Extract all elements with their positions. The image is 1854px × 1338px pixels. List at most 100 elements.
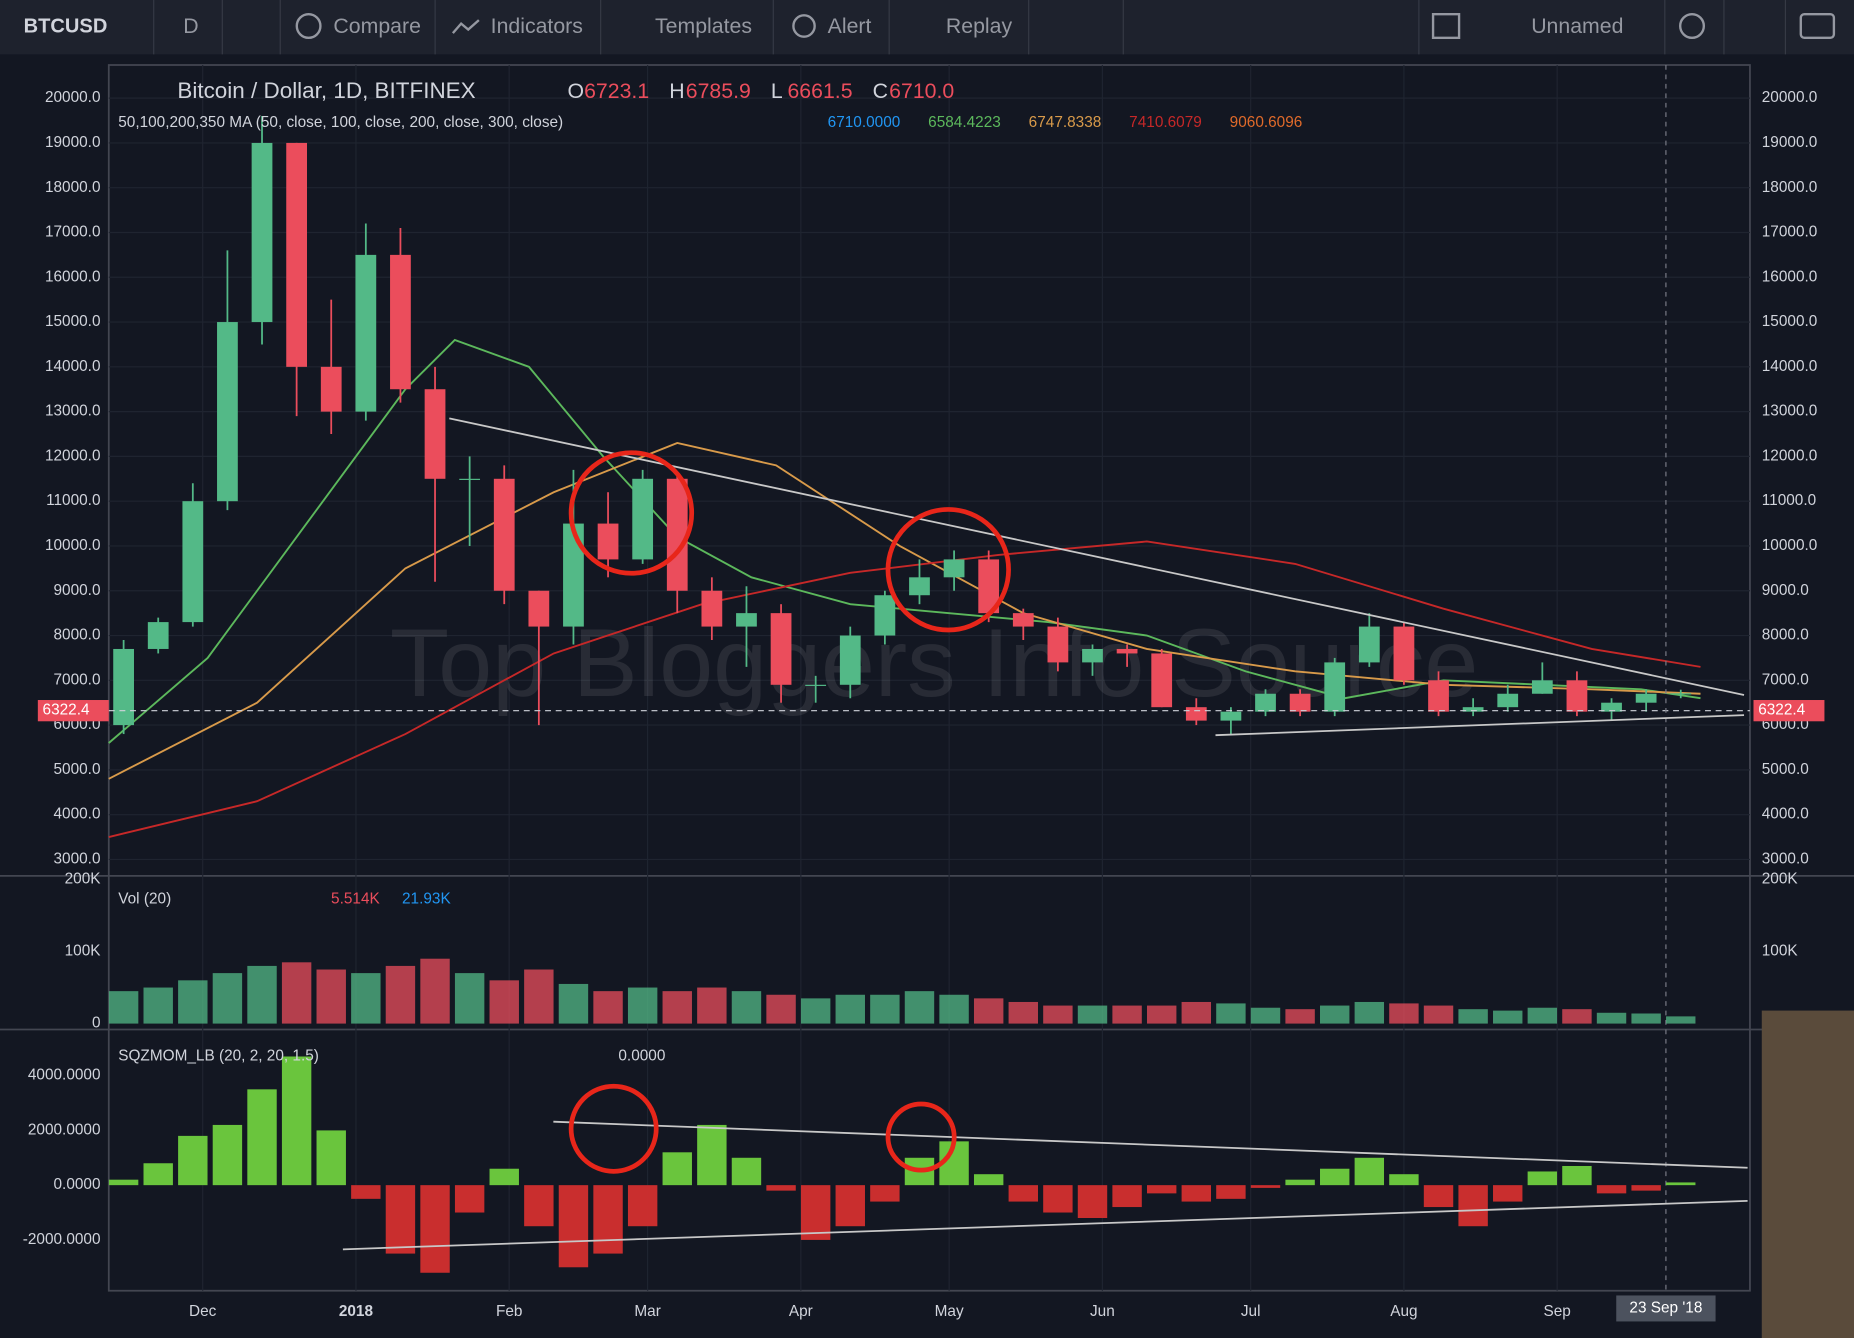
bar (247, 965, 277, 1024)
y-tick-label: 0 (92, 1015, 101, 1032)
templates-button[interactable]: Templates (655, 14, 752, 38)
y-tick-label: 4000.0 (1762, 806, 1809, 823)
pane-borders (0, 64, 1854, 1292)
bar (1181, 1185, 1212, 1202)
toolbar-dividers (153, 0, 1787, 55)
bar (973, 1174, 1004, 1186)
bar (178, 1135, 208, 1186)
y-tick-label: 9000.0 (54, 582, 101, 599)
y-tick-label: 4000.0 (54, 806, 101, 823)
candle-body (1047, 626, 1069, 663)
layout-icon[interactable] (1431, 13, 1461, 40)
bar (1631, 1185, 1661, 1191)
bar (108, 1179, 139, 1186)
bar (1562, 1165, 1592, 1186)
y-tick-label: 3000.0 (1762, 851, 1809, 868)
bar (1250, 1007, 1281, 1024)
x-tick-label: 2018 (339, 1303, 374, 1320)
indicators-button[interactable]: Indicators (491, 14, 583, 38)
bar (593, 1185, 623, 1254)
compare-button[interactable]: Compare (333, 14, 420, 38)
candle-body (286, 142, 308, 367)
indicators-icon (451, 19, 480, 34)
bar (973, 998, 1004, 1024)
ohlc-value: 6785.9 (686, 79, 751, 103)
ohlc-key: H (669, 79, 684, 103)
ohlc-value: 6661.5 (787, 79, 852, 103)
ohlc-key: C (873, 79, 888, 103)
y-tick-label: 200K (65, 870, 102, 887)
compare-icon (295, 13, 322, 40)
bar (316, 969, 346, 1024)
y-tick-label: 14000.0 (1762, 358, 1818, 375)
ohlc-key: O (568, 79, 585, 103)
momentum-value: 0.0000 (618, 1048, 665, 1065)
x-tick-label: Dec (189, 1303, 217, 1320)
y-tick-label: 16000.0 (1762, 268, 1818, 285)
candle-body (563, 523, 584, 627)
snapshot-icon[interactable] (1799, 13, 1836, 40)
bar (212, 1124, 243, 1186)
settings-icon[interactable] (1679, 13, 1706, 40)
y-tick-label: 7000.0 (1762, 671, 1809, 688)
bar (351, 1185, 381, 1199)
highlight-circle (568, 450, 695, 576)
y-tick-label: 10000.0 (45, 537, 101, 554)
candle-body (736, 613, 757, 627)
bar (800, 1185, 831, 1240)
candle-body (1151, 653, 1173, 708)
toolbar (0, 0, 1854, 55)
price-tag (1753, 700, 1825, 722)
bar (1285, 1179, 1315, 1186)
x-tick-label: Aug (1390, 1303, 1417, 1320)
x-tick-label: Sep (1543, 1303, 1570, 1320)
bar (870, 994, 900, 1024)
symbol[interactable]: BTCUSD (24, 16, 108, 38)
candle-body (1116, 648, 1138, 654)
candle-body (909, 577, 930, 596)
layout-name[interactable]: Unnamed (1531, 14, 1623, 38)
bar (939, 994, 969, 1024)
volume-legend: Vol (20) (118, 891, 171, 908)
bar (1493, 1010, 1523, 1024)
candle-body (666, 478, 688, 591)
bar (143, 987, 173, 1024)
highlight-circle (885, 1101, 957, 1173)
bar (316, 1130, 346, 1186)
candle-body (839, 635, 861, 685)
bar (1631, 1013, 1661, 1024)
bar (524, 1185, 554, 1227)
bar (1423, 1185, 1454, 1208)
candle-body (424, 389, 446, 479)
alert-button[interactable]: Alert (828, 14, 872, 38)
x-tick-label: Jun (1090, 1303, 1115, 1320)
y-tick-label: 11000.0 (1762, 492, 1816, 509)
candle-body (528, 590, 550, 627)
interval[interactable]: D (183, 14, 198, 38)
ma-value: 6584.4223 (928, 114, 1001, 131)
candle-body (1531, 680, 1553, 694)
y-tick-label: 200K (1762, 870, 1799, 887)
y-tick-label: 16000.0 (45, 268, 101, 285)
bar (385, 965, 416, 1024)
y-tick-label: 8000.0 (54, 627, 101, 644)
candle-body (1220, 711, 1242, 721)
bar (454, 973, 485, 1024)
bar (1389, 1174, 1419, 1186)
bar (1666, 1182, 1696, 1186)
candle-body (390, 254, 411, 390)
x-tick-label: Jul (1241, 1303, 1261, 1320)
candle-body (1566, 680, 1588, 712)
bar (178, 980, 208, 1024)
candle-body (1012, 613, 1034, 627)
y-tick-label: 20000.0 (1762, 89, 1818, 106)
candle-body (251, 142, 273, 323)
ma-value: 7410.6079 (1129, 114, 1202, 131)
bar (281, 1056, 312, 1186)
y-tick-label: 100K (65, 943, 102, 960)
y-tick-label: 12000.0 (45, 447, 101, 464)
y-tick-label: 100K (1762, 943, 1799, 960)
candle-body (805, 684, 827, 686)
candle-body (459, 478, 481, 480)
replay-button[interactable]: Replay (946, 14, 1013, 38)
